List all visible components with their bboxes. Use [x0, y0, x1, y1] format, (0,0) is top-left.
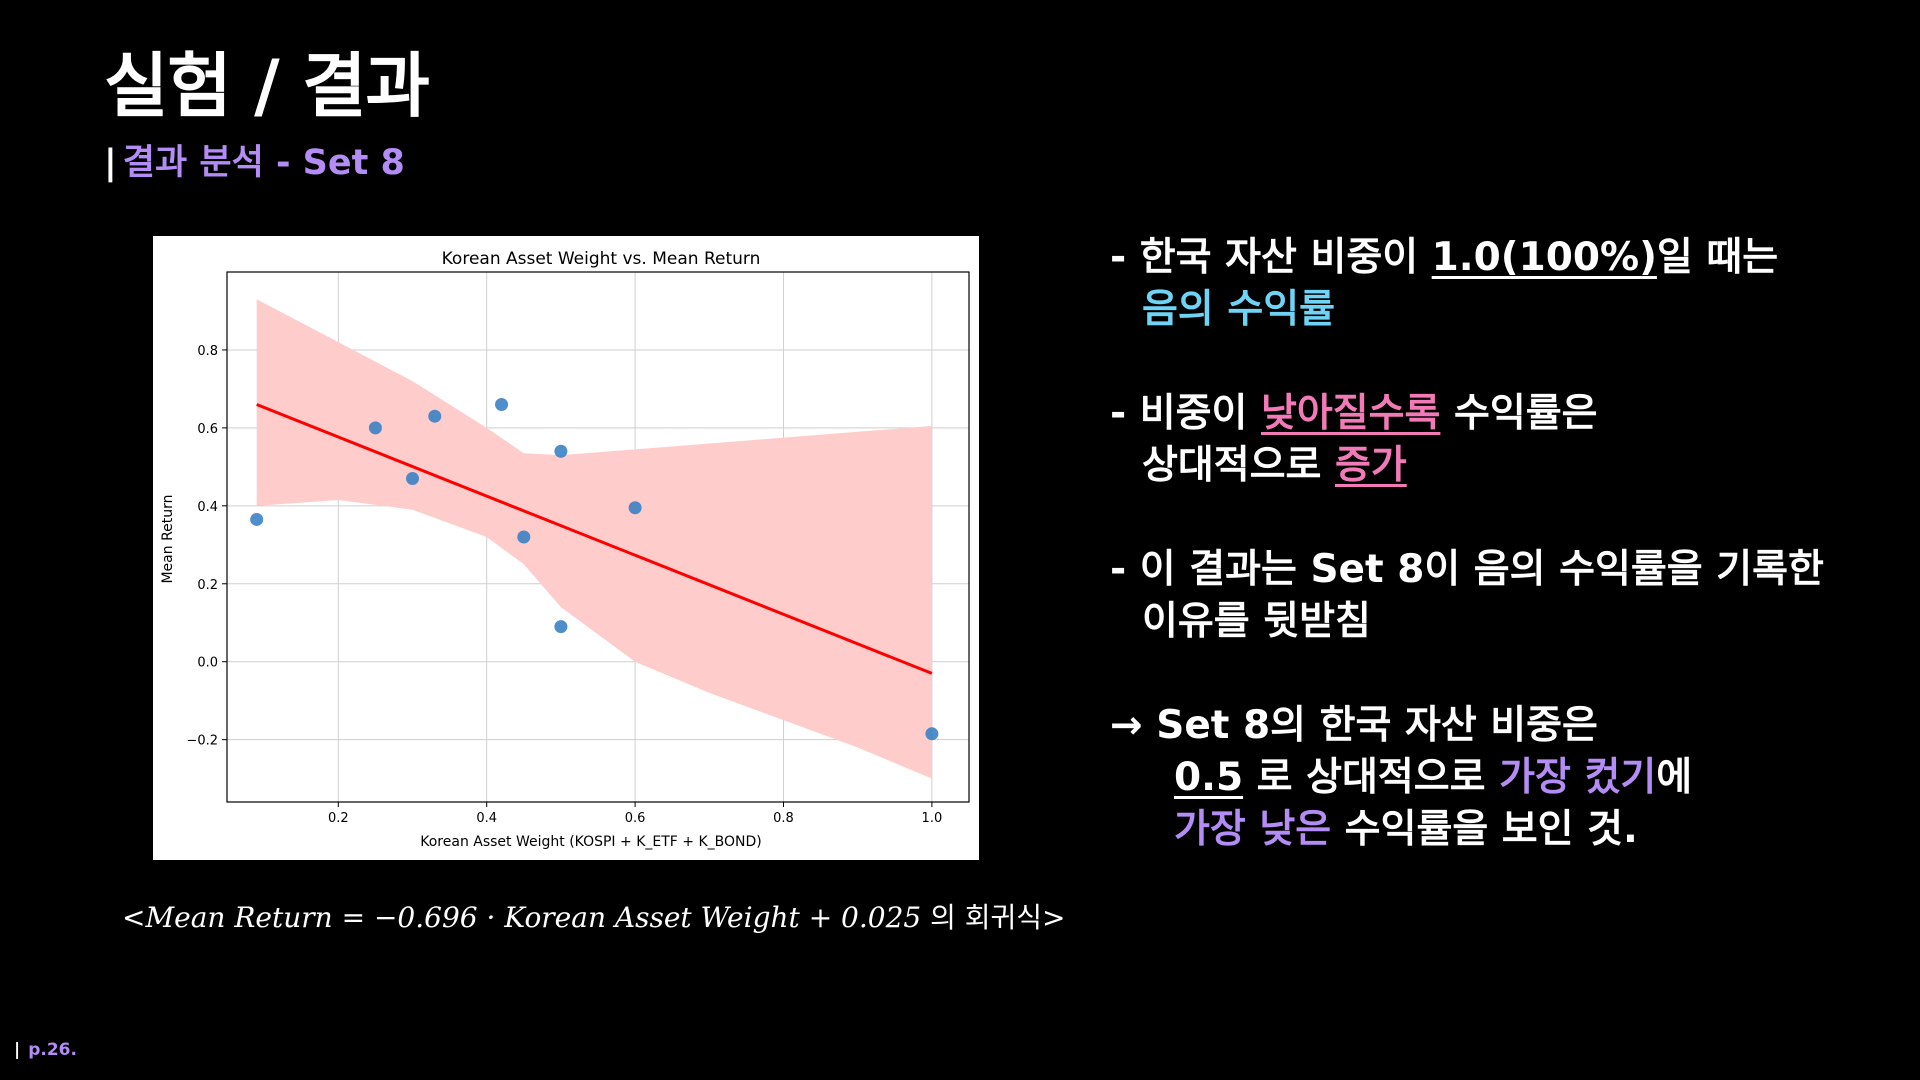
data-point	[517, 530, 531, 544]
x-tick-label: 0.2	[328, 811, 349, 826]
note-1-underline: 1.0(100%)	[1431, 235, 1657, 280]
regression-chart: Korean Asset Weight vs. Mean Return 0.2 0…	[153, 236, 979, 860]
data-point	[554, 620, 568, 634]
note-3-line2: 이유를 뒷받침	[1142, 599, 1371, 644]
y-tick-label: 0.2	[197, 578, 218, 593]
footer-bar: |	[14, 1040, 21, 1060]
note-2: - 비중이 낮아질수록 수익률은 상대적으로 증가	[1110, 388, 1890, 492]
y-axis-label: Mean Return	[160, 494, 176, 583]
regression-line	[256, 403, 933, 675]
x-tick-label: 0.8	[773, 811, 794, 826]
y-tick-label: 0.8	[197, 344, 218, 359]
note-2-text-end: 수익률은	[1440, 391, 1598, 436]
subtitle-text: 결과 분석 - Set 8	[122, 143, 405, 183]
y-tick-label: 0.4	[197, 500, 218, 515]
data-point	[495, 398, 509, 411]
caption-suffix: 의 회귀식>	[921, 901, 1066, 934]
note-4: → Set 8의 한국 자산 비중은 0.5 로 상대적으로 가장 컸기에 가장…	[1110, 700, 1890, 856]
x-axis-label: Korean Asset Weight (KOSPI + K_ETF + K_B…	[420, 834, 761, 850]
chart-title: Korean Asset Weight vs. Mean Return	[442, 249, 761, 269]
y-tick-label: 0.6	[197, 422, 218, 437]
data-point	[368, 421, 382, 435]
analysis-notes: - 한국 자산 비중이 1.0(100%)일 때는 음의 수익률 - 비중이 낮…	[1110, 232, 1890, 908]
y-tick-label: −0.2	[186, 734, 218, 749]
slide-title: 실험 / 결과	[104, 45, 430, 127]
note-4-highlight-2: 가장 낮은	[1174, 807, 1332, 852]
note-4-underline: 0.5	[1174, 755, 1244, 800]
plot-frame	[226, 271, 970, 803]
page-number: | p.26.	[14, 1040, 77, 1060]
regression-formula: Mean Return = −0.696 · Korean Asset Weig…	[145, 901, 922, 934]
regression-caption: <Mean Return = −0.696 · Korean Asset Wei…	[122, 896, 1066, 936]
x-tick-label: 0.6	[625, 811, 646, 826]
data-point	[554, 444, 568, 458]
note-1-text: - 한국 자산 비중이	[1110, 235, 1432, 280]
caption-open: <	[122, 901, 146, 934]
chart-svg: Korean Asset Weight vs. Mean Return 0.2 0…	[160, 249, 970, 850]
note-4-line1: → Set 8의 한국 자산 비중은	[1110, 703, 1598, 748]
subtitle-bar: |	[104, 143, 117, 183]
note-1-text-end: 일 때는	[1656, 235, 1779, 280]
note-4-text-end: 수익률을 보인 것.	[1331, 807, 1638, 852]
y-tick-label: 0.0	[197, 656, 218, 671]
note-1-highlight: 음의 수익률	[1142, 287, 1335, 332]
section-subtitle: | 결과 분석 - Set 8	[104, 134, 405, 185]
x-tick-label: 0.4	[476, 811, 497, 826]
note-3: - 이 결과는 Set 8이 음의 수익률을 기록한 이유를 뒷받침	[1110, 544, 1890, 648]
note-2-text: - 비중이	[1110, 391, 1261, 436]
note-2-highlight: 낮아질수록	[1260, 391, 1441, 436]
note-1: - 한국 자산 비중이 1.0(100%)일 때는 음의 수익률	[1110, 232, 1890, 336]
page-number-text: p.26.	[28, 1040, 77, 1060]
data-point	[428, 409, 442, 423]
note-2-highlight-2: 증가	[1334, 443, 1407, 488]
note-2-line2: 상대적으로	[1142, 443, 1335, 488]
data-point	[406, 472, 419, 486]
data-point	[925, 727, 939, 741]
data-point	[628, 501, 642, 515]
note-4-text-2: 에	[1656, 755, 1693, 800]
x-tick-label: 1.0	[922, 811, 943, 826]
data-point	[250, 512, 264, 526]
note-3-line1: - 이 결과는 Set 8이 음의 수익률을 기록한	[1110, 547, 1824, 592]
note-4-text: 로 상대적으로	[1243, 755, 1500, 800]
note-4-highlight: 가장 컸기	[1499, 755, 1657, 800]
